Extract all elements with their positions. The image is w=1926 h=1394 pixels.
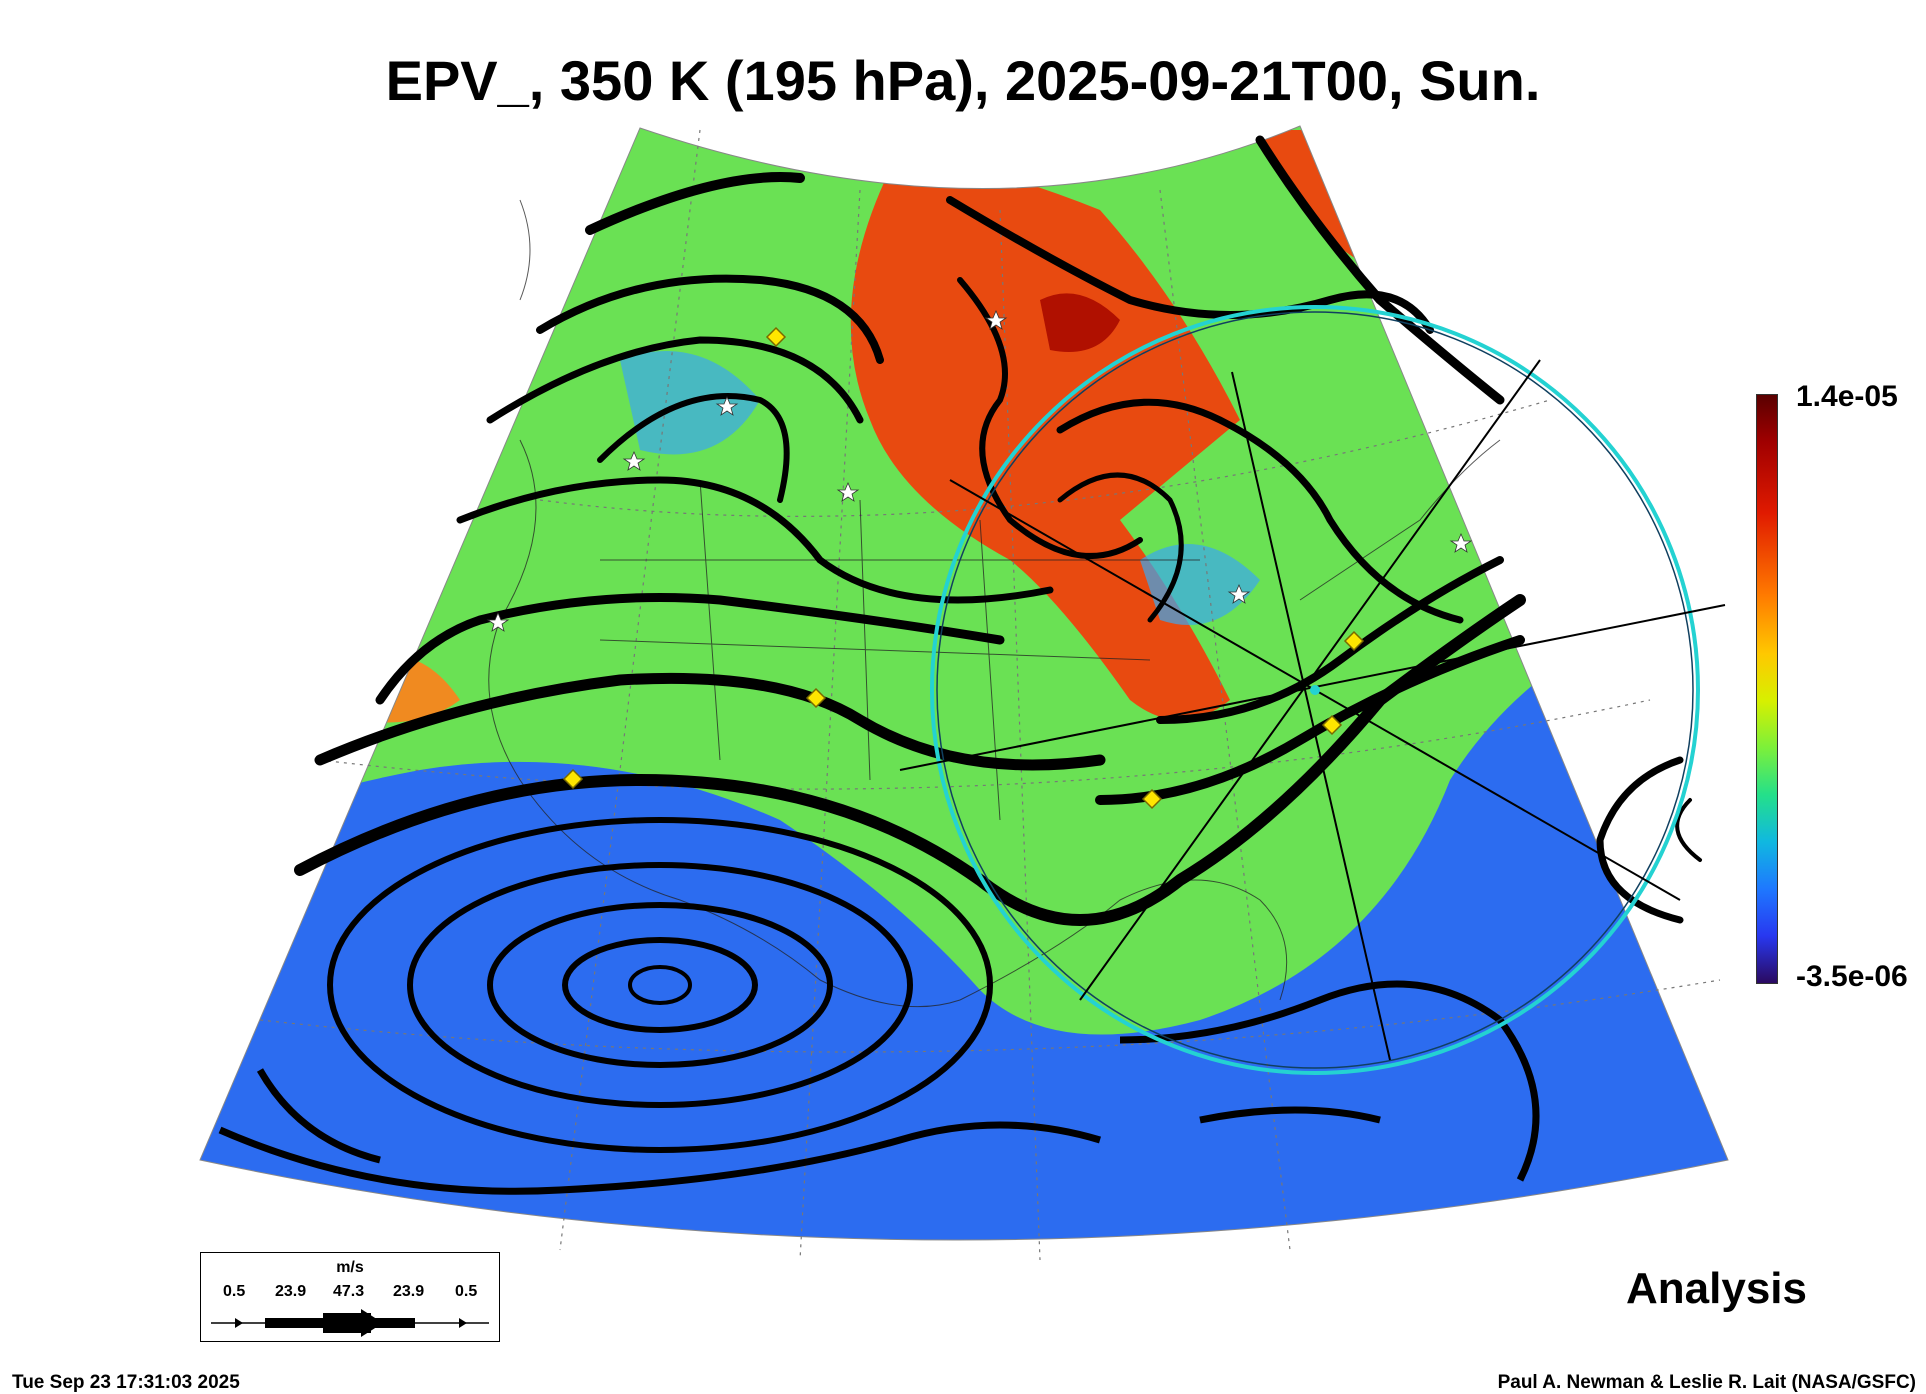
anticyclone-streamlines [327, 817, 993, 1153]
analysis-label: Analysis [1626, 1264, 1807, 1313]
colorbar-max-label: 1.4e-05 [1796, 380, 1898, 413]
legend-arrows [211, 1309, 489, 1337]
lower-streamlines [218, 980, 1540, 1195]
credit-line: Paul A. Newman & Leslie R. Lait (NASA/GS… [1497, 1372, 1916, 1393]
legend-value: 23.9 [275, 1283, 307, 1300]
colorbar [1756, 394, 1778, 984]
legend-value: 0.5 [455, 1283, 478, 1300]
graticule [259, 129, 1721, 1261]
ring-overlay [899, 305, 1726, 1075]
wind-streamlines [294, 135, 1702, 926]
colorbar-min-label: -3.5e-06 [1796, 960, 1908, 993]
legend-unit: m/s [336, 1259, 364, 1276]
legend-value: 47.3 [333, 1283, 365, 1300]
wind-speed-legend: m/s 0.5 23.9 47.3 23.9 0.5 [200, 1252, 500, 1342]
legend-value: 0.5 [223, 1283, 246, 1300]
timestamp: Tue Sep 23 17:31:03 2025 [12, 1372, 240, 1393]
plot-title: EPV_, 350 K (195 hPa), 2025-09-21T00, Su… [385, 49, 1541, 112]
station-diamonds [562, 326, 1365, 810]
station-stars [486, 309, 1473, 632]
legend-value: 23.9 [393, 1283, 425, 1300]
